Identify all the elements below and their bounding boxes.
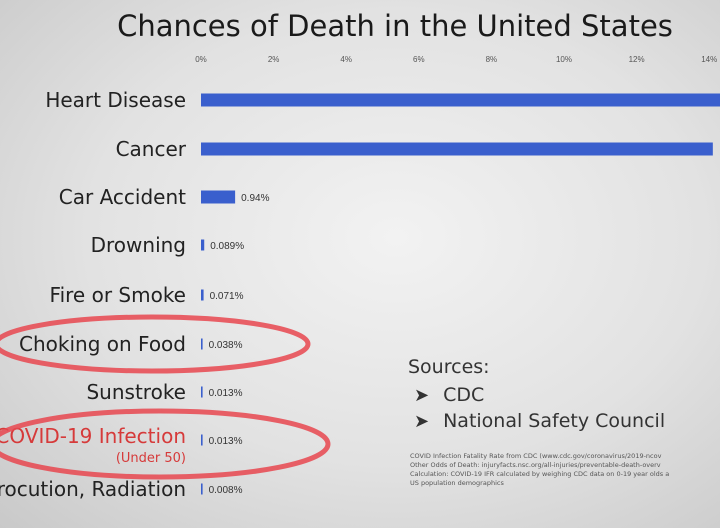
arrow-icon: ➤	[414, 385, 430, 406]
data-label: 0.089%	[210, 241, 244, 252]
category-label: Choking on Food	[19, 332, 186, 356]
bar	[201, 483, 203, 495]
source-label: CDC	[443, 384, 485, 406]
highlight-circle	[0, 314, 311, 374]
bar	[201, 239, 205, 251]
source-label: National Safety Council	[443, 410, 666, 432]
data-label: 0.013%	[209, 436, 243, 447]
category-label: Electrocution, Radiation	[0, 477, 186, 501]
x-tick-label: 10%	[556, 55, 572, 64]
highlight-circles	[0, 314, 331, 480]
x-tick-label: 8%	[486, 55, 498, 64]
chart-title: Chances of Death in the United States	[117, 9, 673, 43]
data-label: 0.038%	[209, 340, 243, 351]
sources-box: Sources: ➤ CDC ➤ National Safety Council	[408, 356, 665, 436]
category-label: Cancer	[116, 137, 187, 161]
x-tick-label: 0%	[195, 55, 207, 64]
arrow-icon: ➤	[414, 411, 430, 432]
category-label: Fire or Smoke	[50, 283, 186, 307]
bar	[201, 93, 720, 107]
x-tick-label: 4%	[340, 55, 352, 64]
data-label: 0.94%	[241, 193, 269, 204]
footnote-line: COVID Infection Fatality Rate from CDC (…	[410, 452, 662, 460]
bar	[201, 289, 204, 301]
category-label: Car Accident	[59, 185, 186, 209]
bar	[201, 434, 203, 446]
footnotes: COVID Infection Fatality Rate from CDC (…	[410, 452, 720, 488]
data-label: 0.008%	[209, 485, 243, 496]
bars-group	[201, 93, 720, 495]
x-tick-label: 12%	[629, 55, 645, 64]
x-tick-label: 14%	[701, 55, 717, 64]
footnote-line: Other Odds of Death: injuryfacts.nsc.org…	[410, 461, 661, 469]
data-label: 0.071%	[210, 291, 244, 302]
category-label: Sunstroke	[86, 380, 186, 404]
data-label: 0.013%	[209, 388, 243, 399]
source-item: ➤ CDC	[414, 384, 665, 406]
x-tick-label: 2%	[268, 55, 280, 64]
bar	[201, 190, 236, 204]
highlight-circle	[0, 408, 331, 480]
category-sublabel: (Under 50)	[116, 451, 186, 466]
footnote-line: US population demographics	[410, 479, 504, 487]
category-label: Drowning	[91, 233, 186, 257]
footnote-line: Calculation: COVID-19 IFR calculated by …	[410, 470, 670, 478]
category-labels: Heart Disease Cancer Car Accident Drowning F…	[0, 88, 187, 501]
x-axis-ticks: 0% 2% 4% 6% 8% 10% 12% 14%	[195, 55, 717, 64]
bar	[201, 142, 713, 156]
bar	[201, 386, 203, 398]
category-label: COVID-19 Infection	[0, 424, 186, 448]
sources-heading: Sources:	[408, 356, 490, 378]
bar	[201, 338, 203, 350]
source-item: ➤ National Safety Council	[414, 410, 665, 432]
category-label: Heart Disease	[45, 88, 186, 112]
x-tick-label: 6%	[413, 55, 425, 64]
data-labels: 0.94% 0.089% 0.071% 0.038% 0.013% 0.013% 0.008…	[209, 193, 270, 496]
